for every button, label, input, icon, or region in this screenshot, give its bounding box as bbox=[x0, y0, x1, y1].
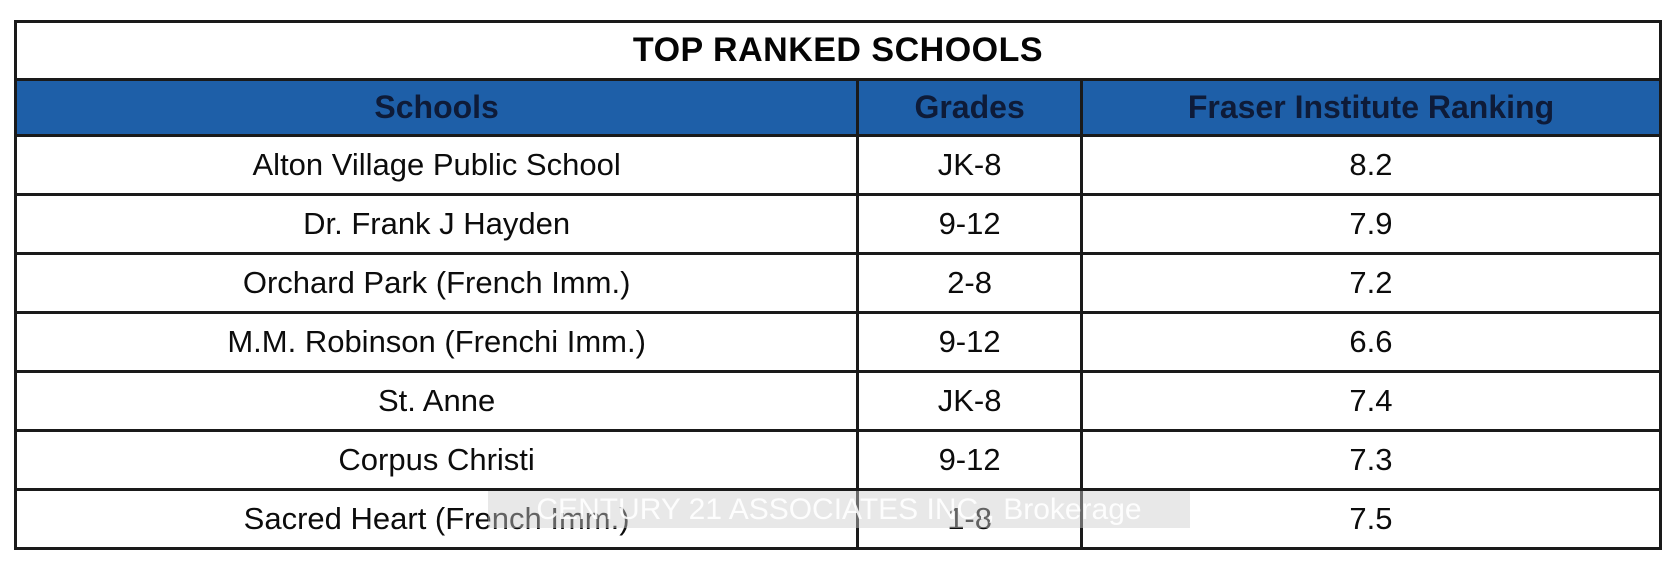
school-name-cell: M.M. Robinson (Frenchi Imm.) bbox=[13, 311, 860, 373]
table-title: TOP RANKED SCHOOLS bbox=[14, 20, 1662, 81]
ranking-cell: 6.6 bbox=[1079, 311, 1663, 373]
school-name-cell: St. Anne bbox=[13, 370, 860, 432]
grades-cell: 2-8 bbox=[856, 252, 1083, 314]
table-row: Orchard Park (French Imm.) 2-8 7.2 bbox=[13, 252, 1663, 314]
table-row: M.M. Robinson (Frenchi Imm.) 9-12 6.6 bbox=[13, 311, 1663, 373]
column-header-schools: Schools bbox=[13, 78, 860, 137]
ranking-cell: 7.9 bbox=[1079, 193, 1663, 255]
grades-cell: 9-12 bbox=[856, 311, 1083, 373]
table-header-row: Schools Grades Fraser Institute Ranking bbox=[13, 78, 1663, 137]
grades-cell: JK-8 bbox=[856, 134, 1083, 196]
table-row: St. Anne JK-8 7.4 bbox=[13, 370, 1663, 432]
school-name-cell: Corpus Christi bbox=[13, 429, 860, 491]
grades-cell: 1-8 bbox=[856, 488, 1083, 550]
school-name-cell: Orchard Park (French Imm.) bbox=[13, 252, 860, 314]
column-header-fraser-ranking: Fraser Institute Ranking bbox=[1079, 78, 1663, 137]
grades-cell: JK-8 bbox=[856, 370, 1083, 432]
school-name-cell: Sacred Heart (French Imm.) bbox=[13, 488, 860, 550]
grades-cell: 9-12 bbox=[856, 193, 1083, 255]
ranking-cell: 7.5 bbox=[1079, 488, 1663, 550]
school-name-cell: Dr. Frank J Hayden bbox=[13, 193, 860, 255]
ranking-cell: 7.3 bbox=[1079, 429, 1663, 491]
table-row: Dr. Frank J Hayden 9-12 7.9 bbox=[13, 193, 1663, 255]
table-row: Corpus Christi 9-12 7.3 bbox=[13, 429, 1663, 491]
ranking-cell: 8.2 bbox=[1079, 134, 1663, 196]
top-ranked-schools-table: TOP RANKED SCHOOLS Schools Grades Fraser… bbox=[13, 20, 1663, 550]
school-name-cell: Alton Village Public School bbox=[13, 134, 860, 196]
table-row: Sacred Heart (French Imm.) 1-8 7.5 bbox=[13, 488, 1663, 550]
table-row: Alton Village Public School JK-8 8.2 bbox=[13, 134, 1663, 196]
table-title-row: TOP RANKED SCHOOLS bbox=[14, 20, 1662, 81]
ranking-cell: 7.4 bbox=[1079, 370, 1663, 432]
ranking-cell: 7.2 bbox=[1079, 252, 1663, 314]
grades-cell: 9-12 bbox=[856, 429, 1083, 491]
column-header-grades: Grades bbox=[856, 78, 1083, 137]
